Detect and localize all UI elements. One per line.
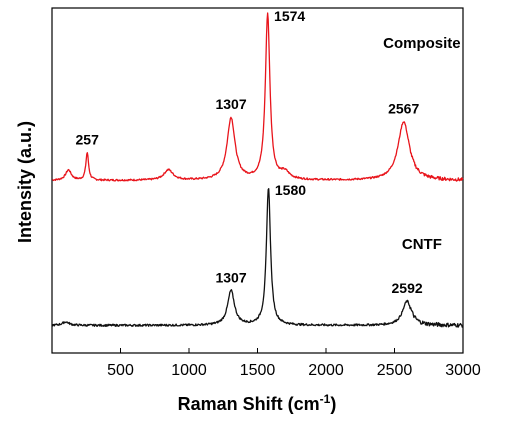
peak-label: 257 [76,131,100,147]
x-tick-label: 500 [107,362,134,379]
series-line-composite [52,12,464,182]
annotation-layer: Composite CNTF 257 1307 1574 2567 1307 1580 2592 [76,8,461,296]
series-layer [51,12,464,328]
series-name-label: Composite [383,35,461,52]
x-tick-label: 3000 [445,362,481,379]
series-line-cntf [51,188,464,328]
x-tick-label: 1000 [171,362,207,379]
peak-label: 2592 [392,280,423,296]
peak-label: 1307 [215,269,246,285]
x-tick-label: 1500 [240,362,276,379]
x-tick-label: 2500 [377,362,413,379]
peak-label: 1580 [275,182,306,198]
peak-label: 1307 [215,96,246,112]
x-axis-ticks: 500 1000 1500 2000 2500 3000 [107,348,481,379]
y-axis-title: Intensity (a.u.) [15,121,35,243]
x-tick-label: 2000 [308,362,344,379]
peak-label: 2567 [388,101,419,117]
series-name-label: CNTF [402,236,442,253]
peak-label: 1574 [274,8,305,24]
x-axis-title: Raman Shift (cm-1) [178,392,337,414]
